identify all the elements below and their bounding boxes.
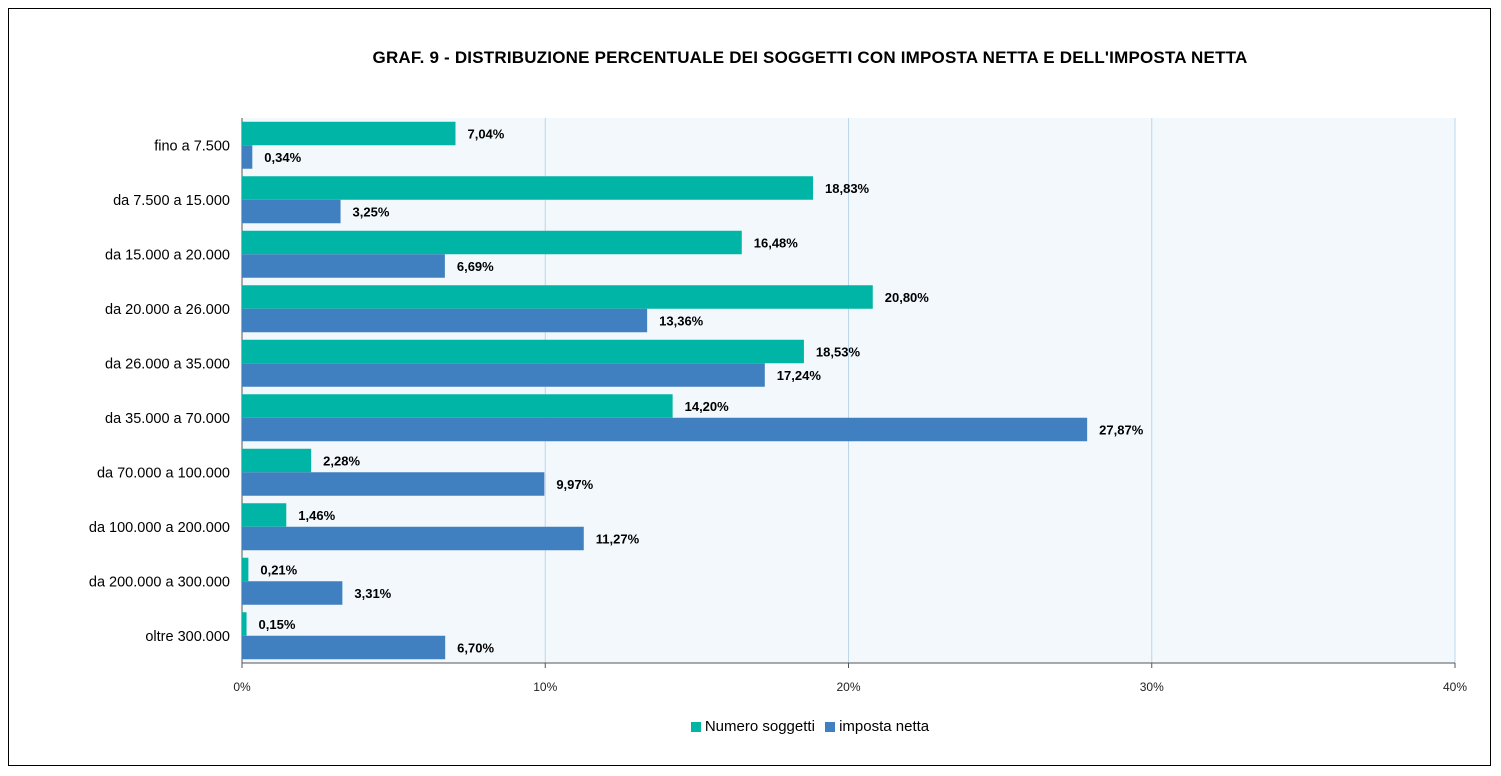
data-label-numero-soggetti-9: 0,15%	[259, 617, 296, 632]
x-tick-label-0: 0%	[233, 680, 251, 694]
data-label-imposta-netta-6: 9,97%	[556, 477, 593, 492]
chart-title: GRAF. 9 - DISTRIBUZIONE PERCENTUALE DEI …	[372, 48, 1248, 67]
category-label-3: da 20.000 a 26.000	[105, 302, 230, 318]
category-label-6: da 70.000 a 100.000	[97, 465, 230, 481]
category-label-7: da 100.000 a 200.000	[89, 520, 230, 536]
category-label-1: da 7.500 a 15.000	[113, 193, 230, 209]
category-label-0: fino a 7.500	[154, 138, 230, 154]
x-tick-label-2: 20%	[836, 680, 860, 694]
bar-imposta-netta-1	[242, 199, 341, 224]
data-label-imposta-netta-4: 17,24%	[777, 368, 822, 383]
data-label-numero-soggetti-5: 14,20%	[685, 399, 730, 414]
bar-numero-soggetti-3	[242, 285, 873, 309]
x-tick-label-4: 40%	[1443, 680, 1467, 694]
bar-numero-soggetti-0	[242, 121, 456, 146]
legend-item-numero-soggetti: Numero soggetti	[690, 718, 815, 735]
data-label-imposta-netta-3: 13,36%	[659, 314, 704, 329]
bar-imposta-netta-5	[242, 417, 1088, 442]
legend-swatch-imposta-netta	[825, 721, 836, 732]
bar-numero-soggetti-5	[242, 394, 673, 418]
bar-numero-soggetti-8	[242, 557, 249, 582]
category-label-8: da 200.000 a 300.000	[89, 574, 230, 590]
data-label-imposta-netta-7: 11,27%	[596, 532, 640, 547]
bar-numero-soggetti-4	[242, 339, 804, 364]
data-label-numero-soggetti-0: 7,04%	[467, 127, 504, 142]
data-label-imposta-netta-8: 3,31%	[354, 586, 391, 601]
data-label-numero-soggetti-7: 1,46%	[298, 508, 335, 523]
legend-swatch-numero-soggetti	[690, 721, 701, 732]
data-label-numero-soggetti-3: 20,80%	[885, 290, 930, 305]
data-label-numero-soggetti-2: 16,48%	[754, 236, 799, 251]
data-label-numero-soggetti-1: 18,83%	[825, 181, 870, 196]
data-label-numero-soggetti-4: 18,53%	[816, 345, 861, 360]
bar-numero-soggetti-6	[242, 448, 312, 473]
bar-numero-soggetti-2	[242, 230, 742, 255]
data-label-imposta-netta-9: 6,70%	[457, 641, 494, 656]
bar-imposta-netta-3	[242, 308, 648, 333]
category-label-2: da 15.000 a 20.000	[105, 247, 230, 263]
data-label-numero-soggetti-8: 0,21%	[260, 563, 297, 578]
category-label-4: da 26.000 a 35.000	[105, 356, 230, 372]
x-tick-label-3: 30%	[1140, 680, 1164, 694]
bar-imposta-netta-8	[242, 581, 343, 605]
bar-imposta-netta-9	[242, 635, 446, 660]
bar-imposta-netta-0	[242, 145, 253, 169]
bar-imposta-netta-2	[242, 254, 445, 278]
category-label-5: da 35.000 a 70.000	[105, 411, 230, 427]
x-tick-label-1: 10%	[533, 680, 557, 694]
data-label-imposta-netta-2: 6,69%	[457, 259, 494, 274]
data-label-imposta-netta-0: 0,34%	[264, 150, 301, 165]
data-label-numero-soggetti-6: 2,28%	[323, 454, 360, 469]
bar-numero-soggetti-1	[242, 176, 814, 200]
legend-label-numero-soggetti: Numero soggetti	[704, 718, 815, 735]
bar-imposta-netta-7	[242, 526, 584, 551]
bar-numero-soggetti-7	[242, 503, 287, 527]
category-label-9: oltre 300.000	[145, 629, 230, 645]
legend: Numero soggetti imposta netta	[0, 718, 1501, 736]
data-label-imposta-netta-1: 3,25%	[353, 205, 390, 220]
legend-item-imposta-netta: imposta netta	[825, 718, 929, 735]
bar-numero-soggetti-9	[242, 612, 247, 636]
bar-imposta-netta-6	[242, 472, 545, 496]
bar-imposta-netta-4	[242, 363, 765, 387]
data-label-imposta-netta-5: 27,87%	[1099, 423, 1144, 438]
legend-label-imposta-netta: imposta netta	[839, 718, 930, 735]
